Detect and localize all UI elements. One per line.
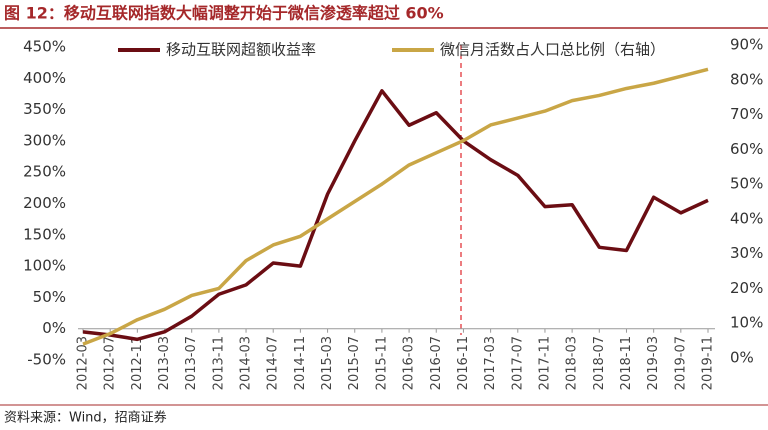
- x-tick-label: 2019-03: [646, 336, 661, 390]
- y-tick-label: 0%: [42, 319, 66, 337]
- y2-tick-label: 0%: [730, 349, 754, 367]
- y2-tick-label: 80%: [730, 70, 763, 88]
- x-tick-label: 2019-07: [673, 336, 688, 390]
- y2-tick-label: 60%: [730, 140, 763, 158]
- y-tick-label: 200%: [23, 194, 66, 212]
- x-tick-label: 2012-07: [103, 336, 118, 390]
- y-tick-label: 250%: [23, 163, 66, 181]
- x-tick-label: 2014-03: [239, 336, 254, 390]
- x-tick-label: 2018-07: [592, 336, 607, 390]
- y2-tick-label: 50%: [730, 175, 763, 193]
- x-tick-label: 2016-07: [429, 336, 444, 390]
- y-tick-label: 450%: [23, 38, 66, 56]
- series-line: [82, 89, 709, 342]
- x-tick-label: 2019-11: [701, 336, 716, 390]
- x-tick-label: 2015-07: [347, 336, 362, 390]
- x-tick-label: 2014-11: [293, 336, 308, 390]
- x-tick-label: 2018-03: [565, 336, 580, 390]
- x-tick-label: 2014-07: [266, 336, 281, 390]
- x-tick-label: 2013-11: [211, 336, 226, 390]
- legend-label: 移动互联网超额收益率: [166, 41, 316, 59]
- x-tick-label: 2018-11: [619, 336, 634, 390]
- legend-label: 微信月活数占人口总比例（右轴）: [440, 41, 665, 59]
- x-tick-label: 2017-03: [483, 336, 498, 390]
- source-note: 资料来源：Wind，招商证券: [4, 410, 167, 426]
- x-tick-label: 2016-11: [456, 336, 471, 390]
- series-line: [82, 67, 709, 346]
- x-tick-label: 2017-11: [537, 336, 552, 390]
- y-tick-label: 50%: [33, 288, 66, 306]
- x-tick-label: 2012-03: [76, 336, 91, 390]
- y2-tick-label: 10%: [730, 314, 763, 332]
- y-tick-label: 150%: [23, 225, 66, 243]
- y-tick-label: 300%: [23, 131, 66, 149]
- y-tick-label: 100%: [23, 257, 66, 275]
- y2-tick-label: 90%: [730, 36, 763, 54]
- x-tick-label: 2015-03: [320, 336, 335, 390]
- chart-title: 图 12：移动互联网指数大幅调整开始于微信渗透率超过 60%: [4, 4, 444, 23]
- y2-tick-label: 70%: [730, 105, 763, 123]
- y2-tick-label: 20%: [730, 279, 763, 297]
- x-tick-label: 2012-11: [130, 336, 145, 390]
- x-tick-label: 2013-07: [184, 336, 199, 390]
- y-tick-label: 350%: [23, 100, 66, 118]
- y2-tick-label: 30%: [730, 244, 763, 262]
- y2-tick-label: 40%: [730, 209, 763, 227]
- y-tick-label: 400%: [23, 69, 66, 87]
- x-tick-label: 2015-11: [374, 336, 389, 390]
- y-tick-label: -50%: [27, 351, 66, 369]
- x-tick-label: 2013-03: [157, 336, 172, 390]
- x-tick-label: 2016-03: [402, 336, 417, 390]
- x-tick-label: 2017-07: [510, 336, 525, 390]
